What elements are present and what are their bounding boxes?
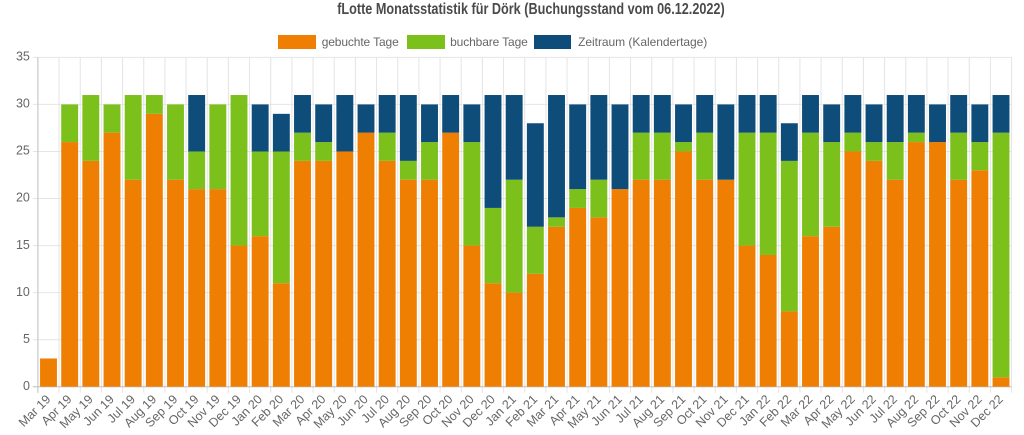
svg-text:5: 5	[23, 332, 30, 346]
svg-text:35: 35	[16, 50, 30, 64]
svg-text:25: 25	[16, 144, 30, 158]
svg-text:20: 20	[16, 191, 30, 205]
svg-text:30: 30	[16, 97, 30, 111]
svg-text:10: 10	[16, 285, 30, 299]
svg-text:15: 15	[16, 238, 30, 252]
svg-text:0: 0	[23, 379, 30, 393]
